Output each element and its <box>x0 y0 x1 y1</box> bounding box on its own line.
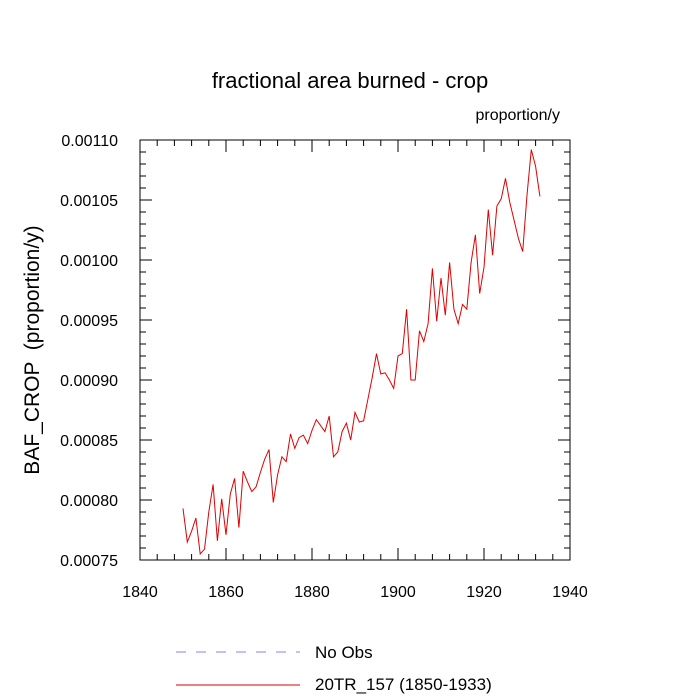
axes: 1840 1860 1880 1900 1920 1940 0.00075 0.00080 0.… <box>60 133 588 601</box>
x-tick-label: 1900 <box>380 584 416 601</box>
y-tick-label: 0.00095 <box>60 313 118 330</box>
y-tick-label: 0.00075 <box>60 553 118 570</box>
legend-label-series: 20TR_157 (1850-1933) <box>315 675 492 694</box>
legend-label-no-obs: No Obs <box>315 643 373 662</box>
y-tick-label: 0.00085 <box>60 433 118 450</box>
legend <box>176 651 300 686</box>
series-group <box>182 149 541 556</box>
units-label: proportion/y <box>475 107 561 124</box>
y-tick-label: 0.00110 <box>61 133 118 150</box>
x-tick-label: 1840 <box>122 584 158 601</box>
series-line <box>182 149 541 556</box>
x-tick-label: 1920 <box>466 584 502 601</box>
plot-frame <box>139 139 571 561</box>
y-tick-label: 0.00090 <box>60 373 118 390</box>
y-tick-label: 0.00100 <box>60 253 118 270</box>
x-tick-label: 1860 <box>208 584 244 601</box>
chart-title: fractional area burned - crop <box>211 68 489 93</box>
y-tick-label: 0.00105 <box>60 193 118 210</box>
x-tick-label: 1880 <box>294 584 330 601</box>
x-tick-label: 1940 <box>552 584 588 601</box>
y-tick-label: 0.00080 <box>60 493 118 510</box>
